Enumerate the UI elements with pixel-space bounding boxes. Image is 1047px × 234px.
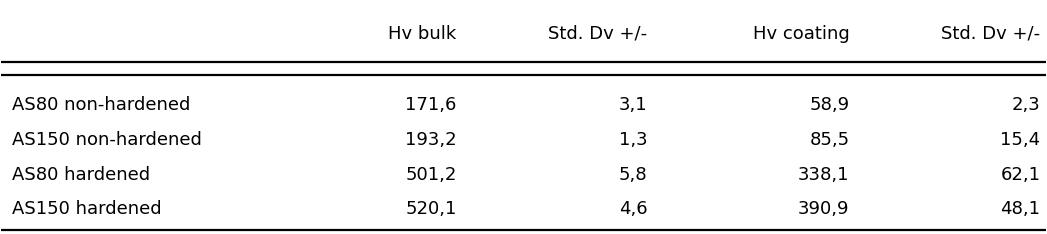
Text: Hv coating: Hv coating <box>753 25 849 43</box>
Text: 85,5: 85,5 <box>809 131 849 149</box>
Text: AS80 hardened: AS80 hardened <box>12 166 150 184</box>
Text: 390,9: 390,9 <box>798 201 849 219</box>
Text: AS150 hardened: AS150 hardened <box>12 201 161 219</box>
Text: Hv bulk: Hv bulk <box>388 25 456 43</box>
Text: 5,8: 5,8 <box>619 166 647 184</box>
Text: 62,1: 62,1 <box>1000 166 1041 184</box>
Text: 4,6: 4,6 <box>619 201 647 219</box>
Text: 193,2: 193,2 <box>405 131 456 149</box>
Text: 2,3: 2,3 <box>1011 96 1041 114</box>
Text: AS80 non-hardened: AS80 non-hardened <box>12 96 191 114</box>
Text: 338,1: 338,1 <box>798 166 849 184</box>
Text: AS150 non-hardened: AS150 non-hardened <box>12 131 202 149</box>
Text: 171,6: 171,6 <box>405 96 456 114</box>
Text: 501,2: 501,2 <box>405 166 456 184</box>
Text: Std. Dv +/-: Std. Dv +/- <box>941 25 1041 43</box>
Text: 520,1: 520,1 <box>405 201 456 219</box>
Text: 58,9: 58,9 <box>809 96 849 114</box>
Text: 3,1: 3,1 <box>619 96 647 114</box>
Text: Std. Dv +/-: Std. Dv +/- <box>549 25 647 43</box>
Text: 1,3: 1,3 <box>619 131 647 149</box>
Text: 15,4: 15,4 <box>1000 131 1041 149</box>
Text: 48,1: 48,1 <box>1000 201 1041 219</box>
